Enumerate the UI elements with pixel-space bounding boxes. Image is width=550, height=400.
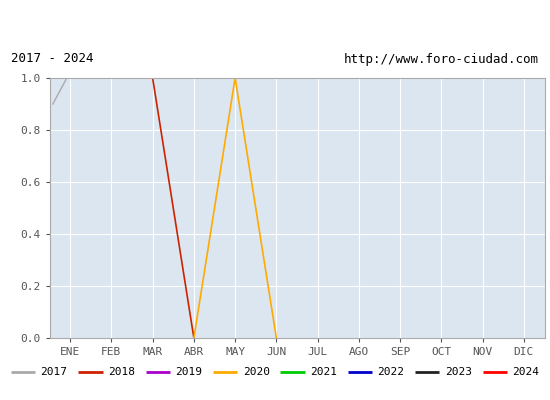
Text: Evolucion del paro registrado en Viloria de Rioja: Evolucion del paro registrado en Viloria… [60,14,490,30]
Text: 2018: 2018 [108,367,135,377]
Text: http://www.foro-ciudad.com: http://www.foro-ciudad.com [344,52,539,66]
Text: 2021: 2021 [310,367,337,377]
Text: 2017 - 2024: 2017 - 2024 [11,52,94,66]
Text: 2024: 2024 [512,367,539,377]
Text: 2019: 2019 [175,367,202,377]
Text: 2023: 2023 [445,367,472,377]
Text: 2022: 2022 [377,367,404,377]
Text: 2017: 2017 [41,367,68,377]
Text: 2020: 2020 [243,367,270,377]
